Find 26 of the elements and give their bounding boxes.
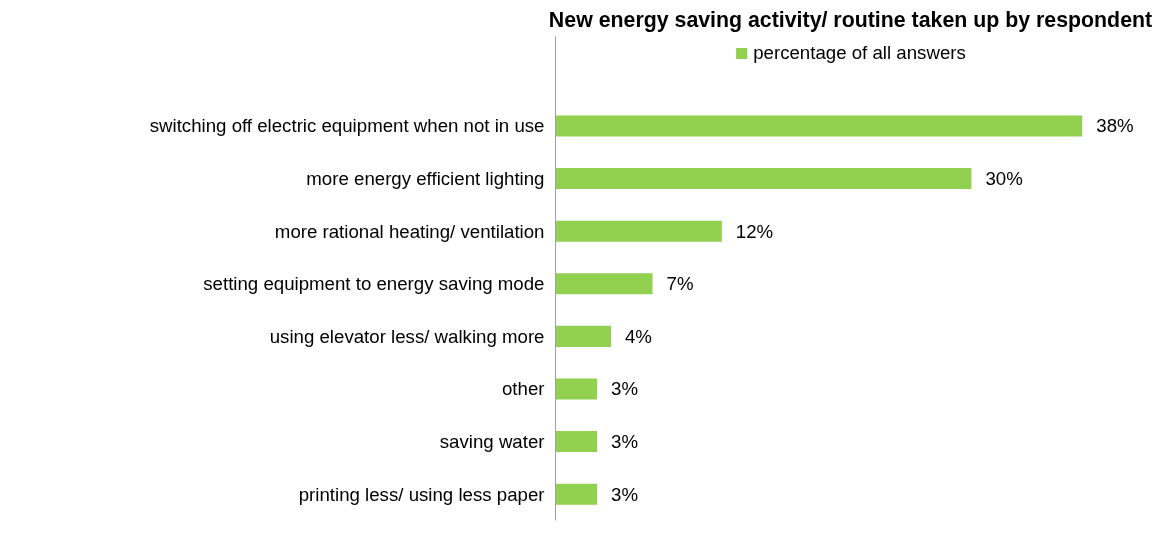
bar <box>555 273 653 295</box>
y-tick-label: printing less/ using less paper <box>298 483 545 505</box>
y-tick-label: more rational heating/ ventilation <box>274 220 545 242</box>
legend-label: percentage of all answers <box>753 42 966 64</box>
y-tick-label: using elevator less/ walking more <box>269 325 545 347</box>
data-label: 7% <box>666 273 694 295</box>
bar <box>555 483 598 505</box>
bar <box>555 115 1083 137</box>
chart-title: New energy saving activity/ routine taken up by respondent <box>548 7 1153 32</box>
data-label: 3% <box>611 431 639 453</box>
y-tick-label: saving water <box>439 431 545 453</box>
y-tick-label: other <box>501 378 545 400</box>
bar <box>555 168 972 190</box>
data-label: 38% <box>1096 115 1134 137</box>
bar <box>555 378 598 400</box>
data-label: 30% <box>985 168 1023 190</box>
y-tick-label: setting equipment to energy saving mode <box>203 273 545 295</box>
bar <box>555 325 611 347</box>
data-label: 3% <box>611 483 639 505</box>
data-label: 3% <box>611 378 639 400</box>
bar <box>555 431 598 453</box>
bar <box>555 220 722 242</box>
y-tick-label: switching off electric equipment when not in use <box>149 115 545 137</box>
data-label: 4% <box>624 325 652 347</box>
y-tick-label: more energy efficient lighting <box>306 168 545 190</box>
data-label: 12% <box>735 220 774 242</box>
